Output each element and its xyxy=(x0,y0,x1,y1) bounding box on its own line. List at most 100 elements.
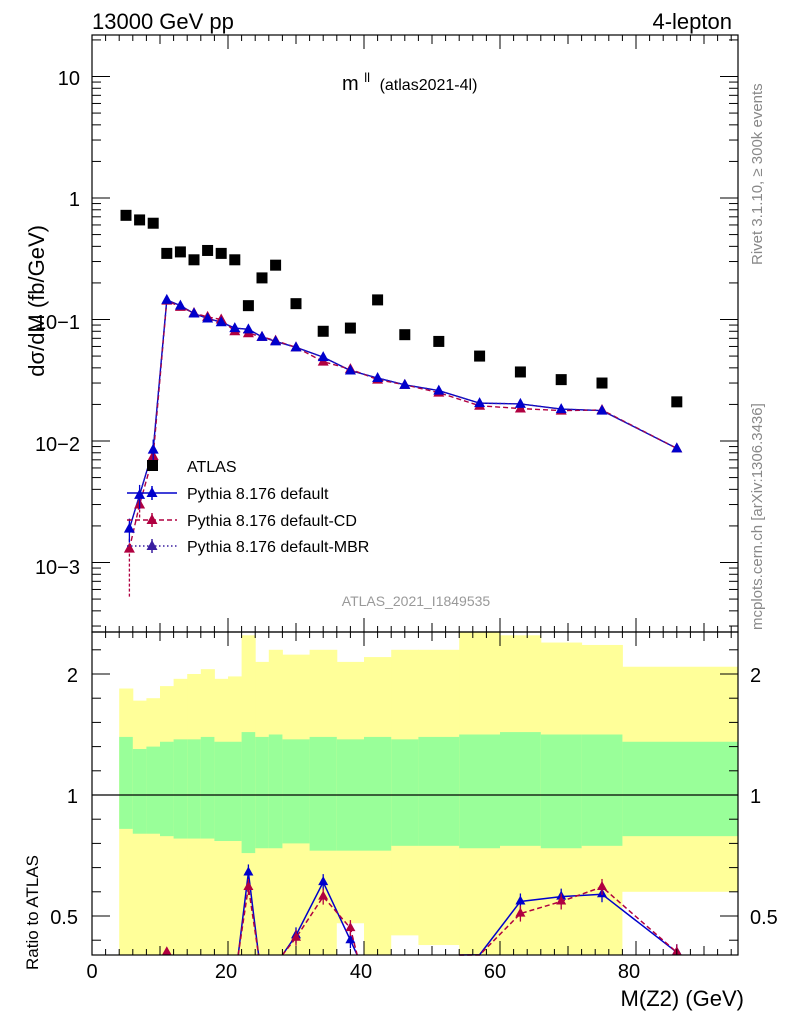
mc-marker-default xyxy=(317,351,329,362)
ratio-y-tick-label: 1 xyxy=(67,786,78,808)
legend-marker-cd xyxy=(146,514,158,524)
mc-marker-default xyxy=(202,312,214,323)
data-point-atlas xyxy=(290,298,302,310)
ratio-marker-cd xyxy=(161,946,172,956)
ratio-band-green xyxy=(228,741,243,841)
data-point-atlas xyxy=(242,300,254,312)
axes-frames xyxy=(91,34,739,956)
beam-label: 13000 GeV pp xyxy=(92,9,234,34)
data-point-atlas xyxy=(399,329,411,341)
ratio-y-tick-label-right: 1 xyxy=(750,786,761,808)
mc-marker-cd xyxy=(123,542,135,553)
legend-marker-mbr xyxy=(146,540,158,550)
ratio-y-axis-label: Ratio to ATLAS xyxy=(23,855,42,970)
x-tick-label: 20 xyxy=(215,961,237,983)
legend: ATLAS Pythia 8.176 default Pythia 8.176 … xyxy=(127,459,369,556)
ratio-marker-cd xyxy=(597,880,607,890)
main-y-tick-label: 10−3 xyxy=(35,557,80,579)
mc-marker-default xyxy=(123,522,135,533)
data-point-atlas xyxy=(317,325,329,337)
ratio-band-green xyxy=(309,736,338,851)
mc-marker-default xyxy=(671,442,683,453)
ratio-band-green xyxy=(581,734,623,846)
ratio-panel-frame xyxy=(91,631,739,956)
ratio-marker-cd xyxy=(291,931,301,941)
data-point-atlas xyxy=(474,350,486,362)
ratio-bands xyxy=(119,632,739,955)
ratio-y-tick-label-right: 2 xyxy=(750,665,761,687)
ratio-band-green xyxy=(200,736,215,839)
main-mc-markers xyxy=(123,293,683,597)
ratio-band-green xyxy=(132,749,147,834)
main-y-tick-label: 10 xyxy=(58,68,80,90)
process-label: 4-lepton xyxy=(652,9,732,34)
data-point-atlas xyxy=(372,294,384,306)
mc-marker-default xyxy=(256,330,268,341)
mc-marker-default xyxy=(596,404,608,415)
ratio-y-tick-label-right: 0.5 xyxy=(750,907,778,929)
mc-marker-default xyxy=(147,443,159,454)
plot-title-main: m xyxy=(342,73,359,95)
mc-marker-default xyxy=(134,488,146,499)
legend-marker-default xyxy=(146,487,158,497)
ratio-marker-default xyxy=(243,866,254,876)
mc-marker-default xyxy=(242,323,254,334)
x-tick-label: 80 xyxy=(618,961,640,983)
mc-marker-default xyxy=(555,403,567,414)
ratio-marker-cd xyxy=(318,890,329,900)
rivet-version: Rivet 3.1.10, ≥ 300k events xyxy=(749,83,766,265)
ratio-band-green xyxy=(173,739,188,839)
mc-marker-default xyxy=(188,307,200,318)
x-axis-label: M(Z2) (GeV) xyxy=(621,986,744,1011)
ratio-band-green xyxy=(418,736,460,846)
main-data-markers xyxy=(120,209,683,408)
main-y-axis-label: dσ/dM (fb/GeV) xyxy=(24,225,49,377)
ratio-marker-cd xyxy=(345,922,356,932)
ratio-y-tick-label: 0.5 xyxy=(50,907,78,929)
legend-label-mbr: Pythia 8.176 default-MBR xyxy=(187,539,369,556)
ratio-marker-default xyxy=(318,876,329,886)
data-point-atlas xyxy=(344,322,356,334)
ratio-band-green xyxy=(160,741,175,837)
mc-marker-default xyxy=(161,293,173,304)
mc-marker-default xyxy=(174,299,186,310)
data-point-atlas xyxy=(671,396,683,408)
main-y-tick-label: 1 xyxy=(69,189,80,211)
data-point-atlas xyxy=(229,254,241,266)
x-tick-label: 0 xyxy=(86,961,97,983)
data-point-atlas xyxy=(188,254,200,266)
legend-label-default: Pythia 8.176 default xyxy=(187,486,329,503)
legend-label-atlas: ATLAS xyxy=(187,459,237,476)
plot-title-sub: (atlas2021-4l) xyxy=(380,77,478,94)
ratio-band-green xyxy=(146,746,161,834)
ratio-band-green xyxy=(255,736,270,849)
analysis-id: ATLAS_2021_I1849535 xyxy=(342,593,491,609)
ratio-marker-default xyxy=(515,895,526,905)
ratio-band-green xyxy=(364,736,392,851)
mc-marker-default xyxy=(290,341,302,352)
ratio-band-green xyxy=(282,739,311,844)
ratio-band-green xyxy=(540,734,583,849)
main-y-tick-label: 10−2 xyxy=(35,434,80,456)
legend-marker-atlas xyxy=(147,460,158,471)
data-point-atlas xyxy=(433,335,445,347)
data-point-atlas xyxy=(202,244,214,256)
data-point-atlas xyxy=(174,246,186,258)
ratio-band-green xyxy=(187,739,202,839)
x-tick-labels: 0 20 40 60 80 xyxy=(86,961,640,983)
data-point-atlas xyxy=(134,214,146,226)
mc-marker-default xyxy=(514,397,526,408)
ratio-band-green xyxy=(268,734,283,849)
ratio-band-green xyxy=(241,732,256,854)
mc-marker-default xyxy=(215,316,227,327)
mc-marker-default xyxy=(344,364,356,375)
plot-title: m ll (atlas2021-4l) xyxy=(342,65,477,95)
ratio-band-gap xyxy=(391,935,419,955)
axis-ticks xyxy=(91,35,738,955)
ratio-marker-cd xyxy=(556,895,567,905)
plot-title-sup: ll xyxy=(364,70,370,85)
data-point-atlas xyxy=(596,377,608,389)
main-y-tick-label: 10−1 xyxy=(35,312,80,334)
ratio-band-gap xyxy=(622,891,738,955)
